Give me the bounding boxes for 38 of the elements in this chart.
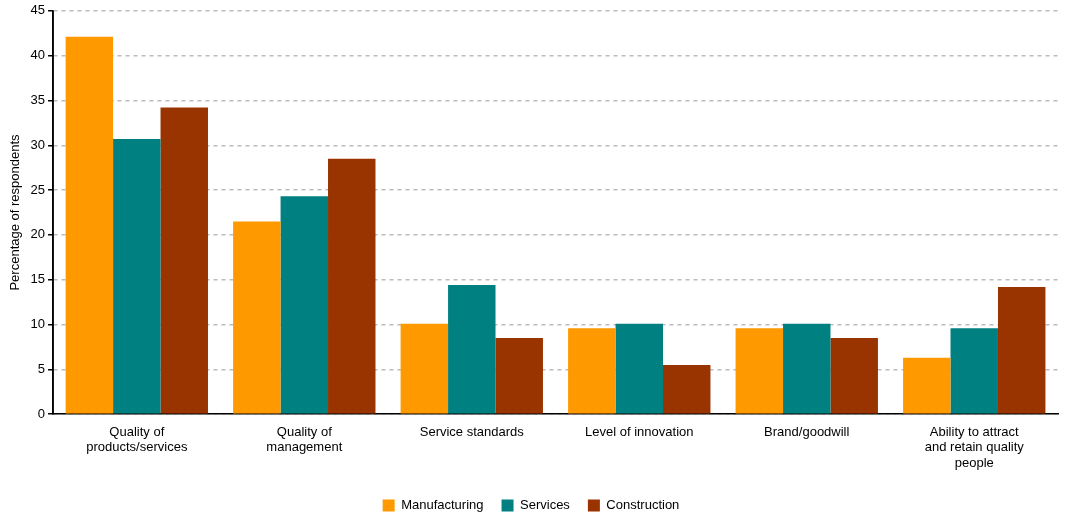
y-tick-label: 0 (37, 405, 46, 421)
x-tick-label: Service standards (419, 423, 525, 439)
y-tick-label: 20 (30, 226, 46, 242)
bar (328, 158, 376, 414)
y-tick-label: 15 (30, 271, 46, 287)
y-tick-label: 45 (30, 2, 46, 18)
x-tick-label: Level of innovation (585, 423, 694, 439)
bar (568, 328, 616, 414)
legend-label: Manufacturing (401, 497, 484, 513)
y-tick-label: 25 (30, 181, 46, 197)
y-tick-label: 10 (30, 316, 46, 332)
bar (950, 328, 998, 414)
bar (113, 138, 161, 414)
bar (448, 285, 496, 414)
y-tick-label: 40 (30, 47, 46, 63)
bar (495, 338, 543, 414)
bar (830, 338, 878, 414)
y-tick-label: 30 (30, 136, 46, 152)
bar (663, 364, 711, 414)
bar (280, 196, 329, 414)
legend-label: Services (520, 497, 571, 513)
bar (65, 36, 114, 414)
bar (783, 323, 831, 414)
bar (160, 107, 208, 414)
bar (735, 328, 784, 414)
y-tick-label: 5 (37, 360, 46, 376)
y-tick-label: 35 (30, 92, 46, 108)
legend-label: Construction (606, 497, 680, 513)
bar (400, 323, 449, 414)
x-tick-label: Quality of products/services (86, 423, 188, 455)
y-axis-title: Percentage of respondents (7, 133, 23, 291)
bar (903, 357, 951, 414)
bar (615, 323, 663, 414)
x-tick-label: Brand/goodwill (764, 423, 850, 439)
x-tick-label: Quality of management (266, 423, 343, 455)
x-tick-label: Ability to attract and retain quality people (924, 423, 1025, 470)
bar (233, 221, 281, 414)
bar (997, 286, 1046, 414)
